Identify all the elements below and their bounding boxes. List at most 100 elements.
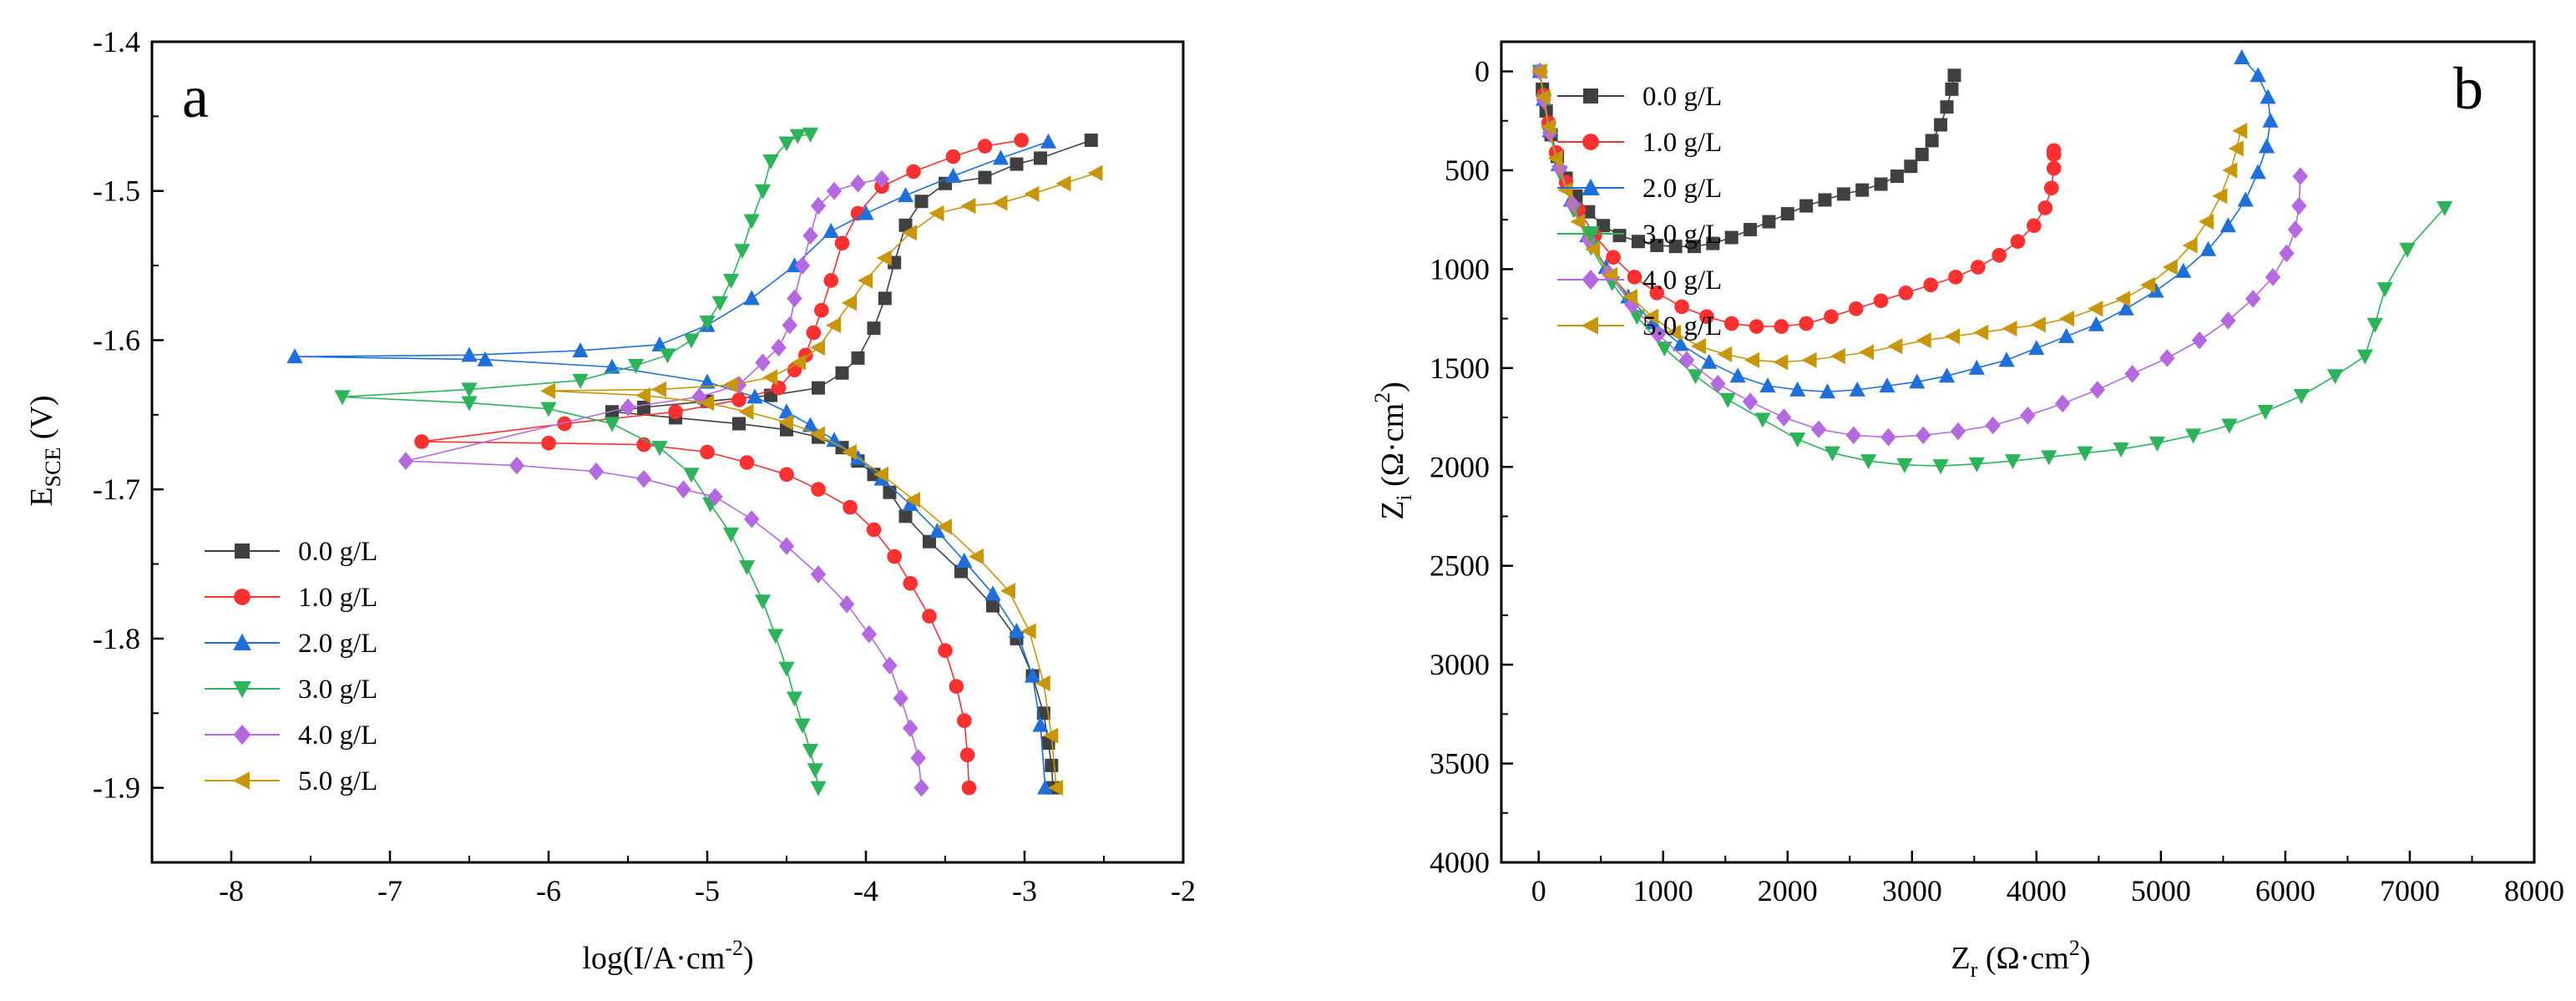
data-point [960,198,976,215]
data-point [461,382,478,398]
data-point [1890,169,1904,184]
data-point [1945,82,1959,96]
legend-marker [232,771,250,790]
data-point [683,333,700,349]
x-tick-label: 0 [1531,874,1546,907]
data-point [814,302,829,318]
data-point [903,719,919,737]
data-point [620,398,636,417]
data-point [810,565,827,584]
series-line [1539,71,2055,327]
data-point [477,351,493,367]
data-point [2185,428,2202,444]
data-point [913,778,929,797]
data-point [1859,344,1875,361]
legend-label: 2.0 g/L [298,629,377,659]
y-axis-title-b: Zi (Ω·cm2) [1370,382,1416,520]
data-point [1627,270,1642,285]
series-1-0-g-l [414,133,1029,796]
data-point [945,149,961,164]
data-point [540,382,555,399]
data-point [1084,133,1098,147]
data-point [802,226,818,245]
axes-a: -8 -7 -6 -5 -4 -3 -2 -1.4 -1.5 -1.6 -1.7 -1.8 -1.9 [93,25,1196,907]
data-point [2399,242,2416,258]
data-point [807,763,823,779]
data-point [1799,316,1814,331]
series-group-a [286,127,1103,797]
data-point [2279,244,2295,263]
data-point [1818,193,1832,207]
legend-label: 5.0 g/L [1642,311,1722,341]
x-tick-label: 2000 [1758,874,1818,907]
data-point [707,488,723,506]
data-point [1020,623,1036,640]
data-point [2113,442,2129,458]
data-point [1950,422,1966,441]
data-point [1754,412,1771,428]
data-point [762,369,777,386]
data-point [851,351,865,365]
data-point [2293,388,2310,404]
data-point [1860,454,1877,470]
data-point [2159,349,2175,367]
data-point [2260,88,2276,104]
data-point [1940,100,1954,114]
data-point [842,443,857,461]
data-point [557,416,572,432]
y-tick-label: -1.8 [93,622,140,655]
data-point [811,482,826,497]
data-point [794,718,811,734]
data-point [461,346,478,362]
data-point [929,205,944,222]
data-point [700,444,715,460]
data-point [806,325,822,341]
data-point [959,747,975,763]
data-point [572,373,589,389]
data-point [743,214,760,230]
panel-b: 0 1000 2000 3000 4000 5000 6000 7000 8000 0 500 100… [1370,40,2564,982]
data-point [1762,215,1776,229]
data-point [914,195,929,209]
panel-letter-b: b [2453,55,2483,122]
data-point [1717,346,1733,362]
data-point [937,518,952,535]
data-point [1045,758,1059,772]
data-point [734,244,751,260]
data-point [802,127,819,143]
data-point [858,205,874,220]
data-point [1678,351,1695,370]
data-point [2030,316,2046,333]
data-point [1947,68,1961,83]
data-point [2258,138,2275,154]
data-point [1014,133,1029,148]
data-point [1036,706,1050,720]
data-point [1880,427,1896,447]
data-point [683,468,700,483]
data-point [1643,308,1659,325]
data-point [1873,293,1889,309]
data-point [572,341,589,357]
data-point [1624,296,1640,314]
data-point [1789,381,1806,397]
data-point [1656,341,1673,357]
data-point [2219,217,2236,233]
data-point [826,181,843,200]
data-point [1547,150,1563,167]
y-tick-label: 3500 [1430,747,1490,781]
data-point [668,404,683,420]
data-point [651,441,668,457]
data-point [1724,230,1738,245]
data-point [2291,196,2307,215]
data-point [826,432,843,447]
y-tick-label: 4000 [1430,846,1490,879]
data-point [969,549,984,565]
data-point [1968,359,1985,375]
data-point [1000,583,1015,599]
data-point [922,609,937,624]
data-point [1932,459,1949,475]
x-tick-label: -4 [853,874,878,907]
series-5-0-g-l [1531,63,2248,371]
data-point [2292,167,2309,185]
legend-marker [233,724,251,746]
